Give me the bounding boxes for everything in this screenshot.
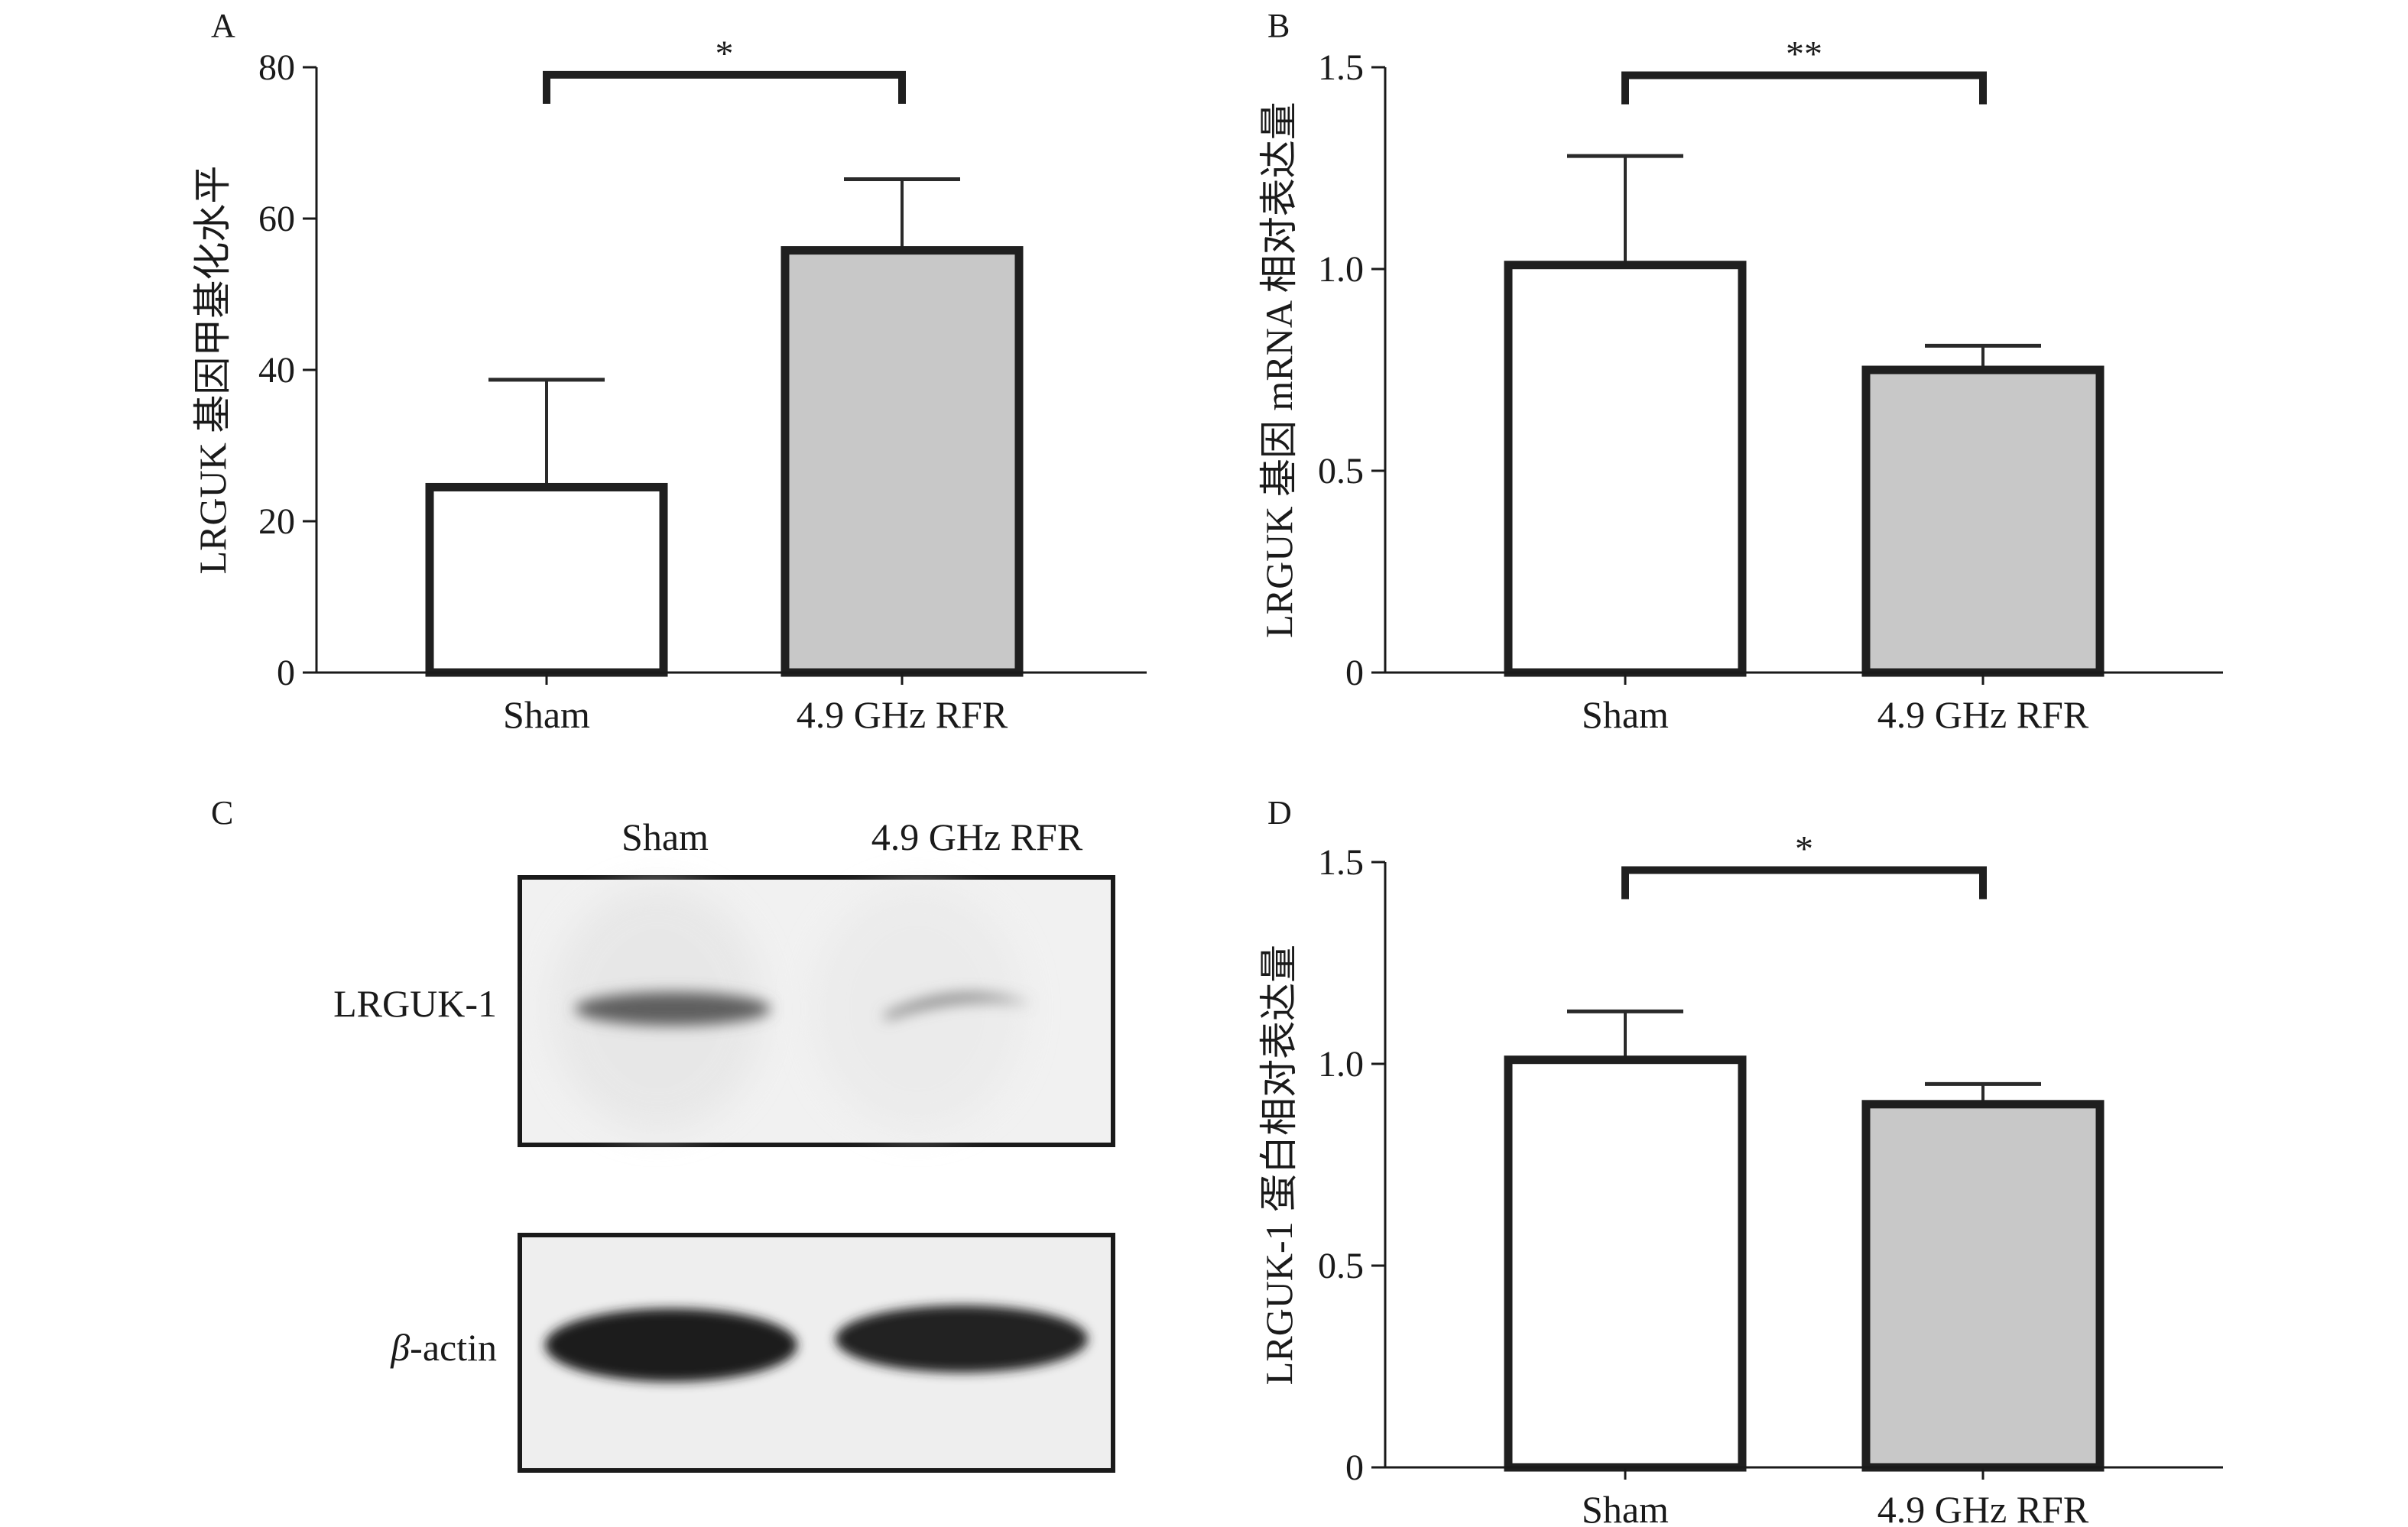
bar-0: [1504, 1055, 1747, 1472]
blot-band-actin-sham: [545, 1308, 797, 1382]
y-tick-label-0: 0: [277, 653, 295, 693]
significance-bracket: [1621, 71, 1987, 105]
y-axis-label: LRGUK 基因 mRNA 相对表达量: [1258, 102, 1300, 637]
bar-1: [1861, 1100, 2105, 1472]
panel-c-western-blot: C Sham 4.9 GHz RFR LRGUK-1 β-actin: [211, 794, 1115, 1473]
blot-membrane-lrguk1: [518, 875, 1115, 1147]
significance-label: *: [716, 34, 734, 74]
blot-band-lrguk1-rfr: [883, 993, 1032, 1020]
y-tick-label-2: 1.0: [1318, 249, 1364, 290]
panel-c-letter: C: [211, 794, 233, 832]
y-tick-label-0: 0: [1345, 653, 1364, 693]
y-tick-label-3: 1.5: [1318, 842, 1364, 883]
panel-b-chart: B 0 0.5 1.0 1.5 Sham 4.9 GHz RFR LRGUK 基因 mRNA…: [1258, 7, 2223, 736]
blot-band-actin-rfr: [836, 1305, 1088, 1373]
panel-a-chart: A 0 20 40 60 80 Sham 4.9 GHz RFR LRGUK 基因甲基化水平 *: [191, 7, 1147, 736]
x-tick-label-0: Sham: [1582, 1488, 1669, 1527]
blot-membrane-beta-actin: [518, 1233, 1115, 1473]
panel-a-letter: A: [211, 7, 235, 44]
x-tick-label-1: 4.9 GHz RFR: [1877, 1488, 2089, 1527]
bar-0: [1504, 261, 1747, 677]
blot-label-lrguk1: LRGUK-1: [333, 982, 497, 1025]
y-axis-label: LRGUK-1 蛋白相对表达量: [1258, 945, 1300, 1385]
y-tick-label-2: 1.0: [1318, 1044, 1364, 1084]
panel-b-letter: B: [1267, 7, 1290, 44]
y-tick-label-3: 1.5: [1318, 47, 1364, 88]
y-tick-label-0: 0: [1345, 1448, 1364, 1488]
y-tick-label-1: 0.5: [1318, 1246, 1364, 1286]
y-tick-label-1: 20: [258, 501, 295, 542]
x-tick-label-1: 4.9 GHz RFR: [797, 693, 1008, 736]
blot-band-lrguk1-sham: [575, 992, 771, 1026]
panel-d-letter: D: [1267, 794, 1292, 832]
significance-bracket: [543, 70, 906, 104]
y-tick-label-4: 80: [258, 47, 295, 88]
bar-1: [780, 246, 1024, 677]
bar-1: [1861, 365, 2105, 677]
x-tick-label-0: Sham: [503, 693, 590, 736]
y-axis-label: LRGUK 基因甲基化水平: [191, 166, 234, 575]
y-tick-label-1: 0.5: [1318, 451, 1364, 491]
blot-lane-label-sham: Sham: [621, 815, 709, 858]
significance-label: *: [1795, 829, 1813, 870]
bar-0: [425, 482, 668, 677]
blot-label-actin-text: -actin: [410, 1326, 497, 1369]
x-tick-label-0: Sham: [1582, 693, 1669, 736]
blot-label-beta-actin: β-actin: [390, 1326, 497, 1369]
blot-label-beta-symbol: β: [390, 1326, 410, 1369]
y-tick-label-3: 60: [258, 199, 295, 239]
significance-label: **: [1786, 34, 1822, 75]
x-tick-label-1: 4.9 GHz RFR: [1877, 693, 2089, 736]
y-tick-label-2: 40: [258, 350, 295, 391]
blot-lane-label-rfr: 4.9 GHz RFR: [871, 815, 1083, 858]
panel-d-chart: D 0 0.5 1.0 1.5 Sham 4.9 GHz RFR LRGUK-1 蛋白相对表…: [1258, 794, 2223, 1527]
significance-bracket: [1621, 866, 1987, 900]
